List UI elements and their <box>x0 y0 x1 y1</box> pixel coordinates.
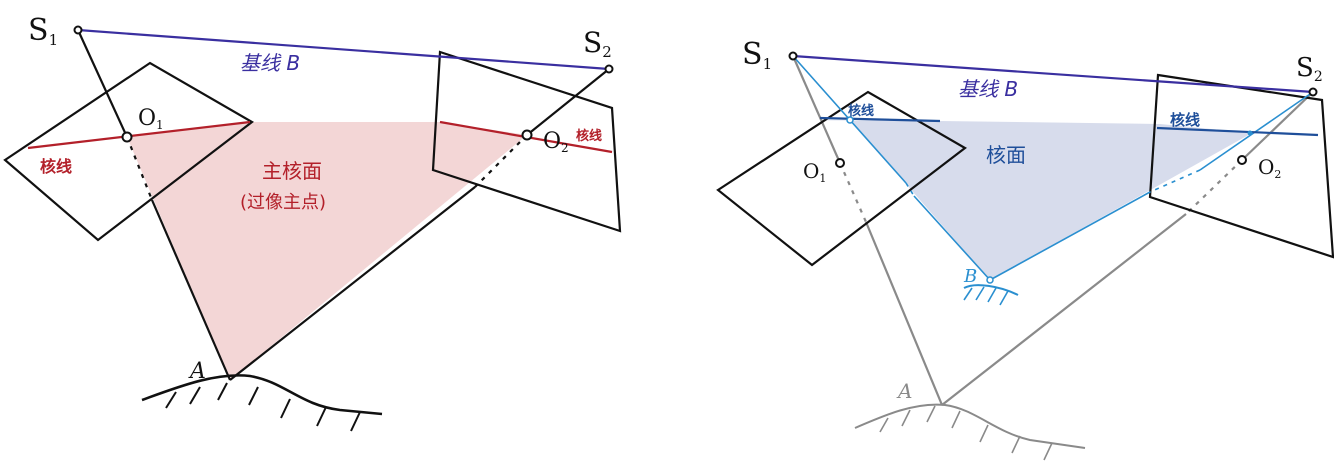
s1-point <box>73 25 83 35</box>
ray-s2-to-b <box>1199 91 1314 171</box>
baseline-line <box>77 28 610 71</box>
o1-point <box>121 131 133 143</box>
s2-point <box>604 64 614 74</box>
point-a-label-2: A <box>896 379 912 403</box>
ray-s1-to-a-lower <box>864 221 944 406</box>
ray-s2-to-b-lower <box>989 191 1151 281</box>
plane-label: 主核面 <box>262 159 322 183</box>
o1-label: O1 <box>138 106 164 132</box>
epipolar-plane <box>820 120 1252 280</box>
left-epipolar-label-2: 核线 <box>848 103 874 119</box>
left-image-plane-2 <box>716 90 967 267</box>
o2-point <box>521 129 533 141</box>
ground-curve-2 <box>854 403 1086 449</box>
ray-s2-dashed <box>1185 159 1243 215</box>
right-epipolar-label-2: 核线 <box>1170 111 1200 129</box>
o1-label-2: O1 <box>803 159 826 185</box>
ray-s2-o2 <box>526 68 610 136</box>
ray-o2-dashed <box>474 134 528 188</box>
plane-sublabel: (过像主点) <box>240 192 326 213</box>
point-b <box>986 276 994 284</box>
ray-o1-dashed <box>125 136 154 201</box>
s2-label-2: S2 <box>1296 53 1323 85</box>
ray-s2-to-b-dashed <box>1149 169 1201 193</box>
ground-hatching <box>165 382 361 432</box>
left-epipole-point <box>846 116 854 124</box>
ground-curve <box>141 374 383 416</box>
left-diagram: S1 S2 O1 O2 基线 B 核线 核线 主核面 (过像主点) A <box>3 13 622 432</box>
o1-point-2 <box>835 158 845 168</box>
ground-hatching-2 <box>879 405 1053 461</box>
right-epipolar-label: 核线 <box>576 128 602 144</box>
s1-label: S1 <box>28 13 58 49</box>
right-diagram: S1 S2 O1 O2 基线 B 核线 核线 核面 B A <box>716 37 1334 461</box>
baseline-line-2 <box>792 54 1314 94</box>
ray-s2-to-a <box>1241 91 1314 161</box>
ray-s1-to-b-dashed <box>905 182 915 197</box>
ray-to-a-right <box>229 186 476 381</box>
baseline-label-2: 基线 B <box>958 77 1018 101</box>
s2-point-2 <box>1308 87 1318 97</box>
right-image-plane <box>431 50 622 233</box>
ray-s2-to-a-lower <box>941 213 1187 406</box>
right-epipole-point <box>1247 130 1253 136</box>
ray-s1-to-a <box>791 55 842 164</box>
left-epipolar-line <box>27 120 251 150</box>
ray-s1-to-b-lower <box>913 195 991 281</box>
o2-point-2 <box>1237 155 1247 165</box>
left-epipolar-line-2 <box>819 116 941 123</box>
o2-label: O2 <box>543 129 569 155</box>
point-b-ground <box>963 284 1019 296</box>
point-a-label: A <box>188 359 206 384</box>
s2-label: S2 <box>583 26 612 61</box>
right-epipolar-line-2 <box>1156 126 1319 137</box>
ray-s1-dashed <box>838 162 868 223</box>
left-image-plane <box>3 61 254 242</box>
plane-label-2: 核面 <box>986 143 1026 167</box>
principal-epipolar-plane <box>127 122 527 380</box>
s1-point-2 <box>788 51 798 61</box>
point-b-hatching <box>963 286 1009 306</box>
s1-label-2: S1 <box>742 37 772 73</box>
ray-to-a-left <box>150 199 232 381</box>
point-b-label: B <box>963 266 977 287</box>
o2-label-2: O2 <box>1258 155 1281 181</box>
baseline-label: 基线 B <box>240 51 300 75</box>
right-image-plane-2 <box>1148 73 1334 259</box>
left-epipolar-label: 核线 <box>40 157 72 176</box>
ray-s1-o1 <box>76 29 129 138</box>
